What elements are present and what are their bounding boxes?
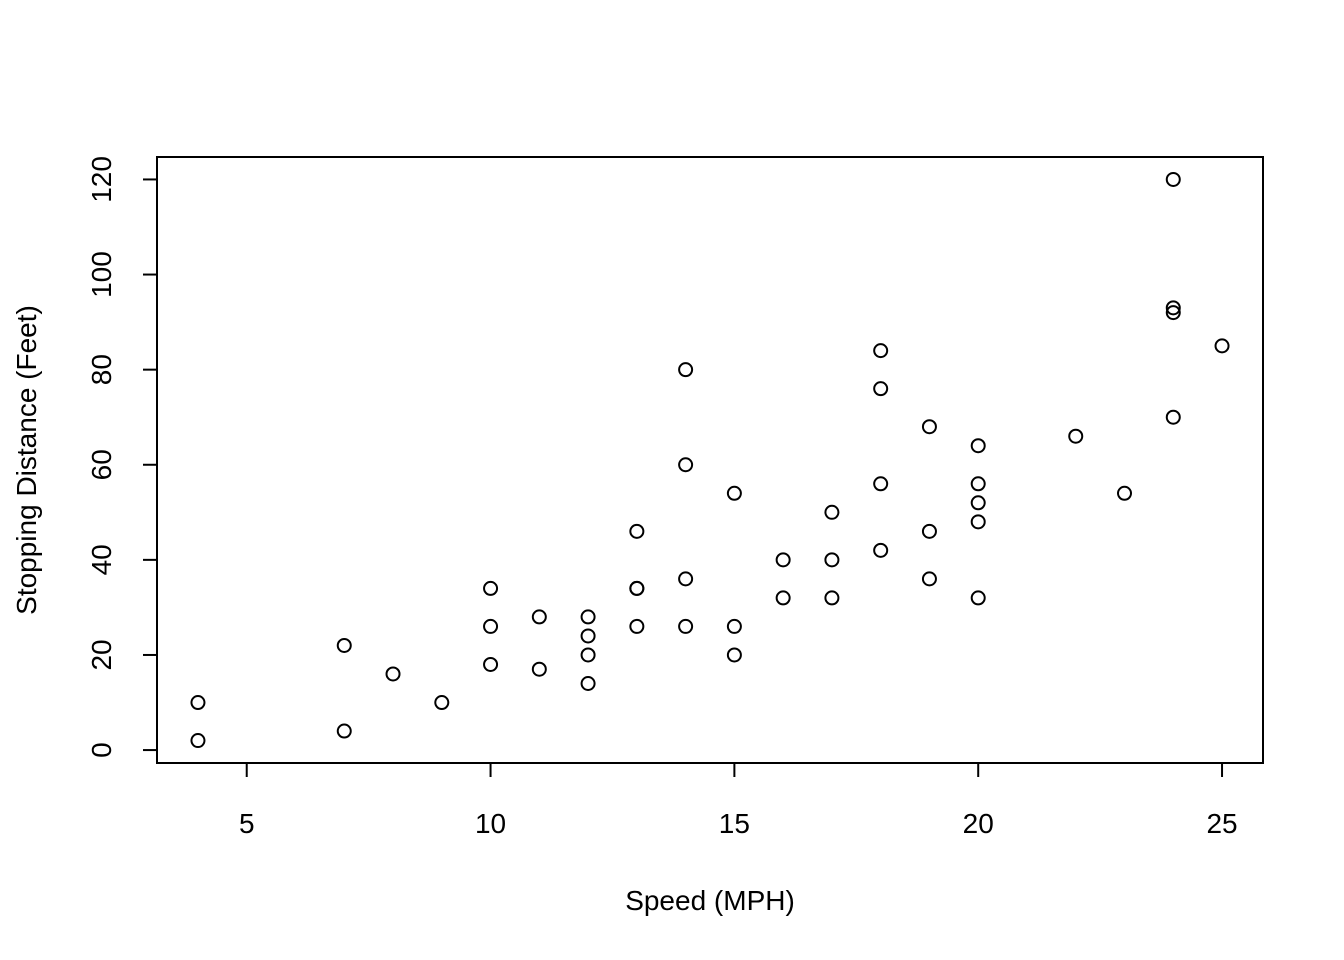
x-tick-label: 5 — [239, 808, 255, 839]
data-point — [336, 723, 352, 739]
data-point — [629, 580, 645, 596]
data-point — [775, 590, 791, 606]
data-point — [1165, 305, 1181, 321]
data-point — [1165, 171, 1181, 187]
data-point — [726, 485, 742, 501]
data-point — [336, 637, 352, 653]
data-point — [678, 571, 694, 587]
data-point — [1214, 338, 1230, 354]
data-point — [726, 647, 742, 663]
y-tick-label: 60 — [86, 449, 117, 480]
data-point — [580, 647, 596, 663]
data-point — [873, 343, 889, 359]
x-tick-label: 20 — [963, 808, 994, 839]
data-point — [531, 661, 547, 677]
data-point — [873, 381, 889, 397]
data-point — [726, 618, 742, 634]
y-axis-title: Stopping Distance (Feet) — [11, 305, 42, 615]
data-point — [824, 504, 840, 520]
data-point — [580, 628, 596, 644]
data-point — [629, 523, 645, 539]
data-point — [775, 552, 791, 568]
data-point — [483, 656, 499, 672]
data-point — [970, 476, 986, 492]
y-tick-label: 100 — [86, 251, 117, 298]
y-tick-label: 120 — [86, 156, 117, 203]
x-tick-label: 15 — [719, 808, 750, 839]
data-points — [190, 171, 1230, 749]
data-point — [385, 666, 401, 682]
data-point — [483, 618, 499, 634]
data-point — [873, 542, 889, 558]
data-point — [970, 438, 986, 454]
data-point — [970, 590, 986, 606]
data-point — [531, 609, 547, 625]
data-point — [678, 457, 694, 473]
data-point — [483, 580, 499, 596]
y-tick-label: 80 — [86, 354, 117, 385]
y-axis: 0 20 40 60 80 100 120 — [86, 156, 158, 758]
y-tick-label: 40 — [86, 544, 117, 575]
x-tick-label: 10 — [475, 808, 506, 839]
data-point — [1117, 485, 1133, 501]
data-point — [873, 476, 889, 492]
data-point — [921, 523, 937, 539]
data-point — [1068, 428, 1084, 444]
plot-frame — [156, 156, 1264, 764]
data-point — [580, 675, 596, 691]
x-tick-label: 25 — [1206, 808, 1237, 839]
x-axis: 5 10 15 20 25 — [239, 762, 1238, 839]
data-point — [824, 552, 840, 568]
data-point — [824, 590, 840, 606]
data-point — [678, 618, 694, 634]
data-point — [190, 695, 206, 711]
data-point — [629, 618, 645, 634]
data-point — [434, 695, 450, 711]
data-point — [190, 733, 206, 749]
y-tick-label: 20 — [86, 639, 117, 670]
data-point — [678, 362, 694, 378]
data-point — [970, 495, 986, 511]
y-tick-label: 0 — [86, 742, 117, 758]
x-axis-title: Speed (MPH) — [625, 885, 795, 916]
data-point — [580, 609, 596, 625]
data-point — [921, 419, 937, 435]
data-point — [970, 514, 986, 530]
data-point — [1165, 300, 1181, 316]
data-point — [1165, 409, 1181, 425]
data-point — [921, 571, 937, 587]
